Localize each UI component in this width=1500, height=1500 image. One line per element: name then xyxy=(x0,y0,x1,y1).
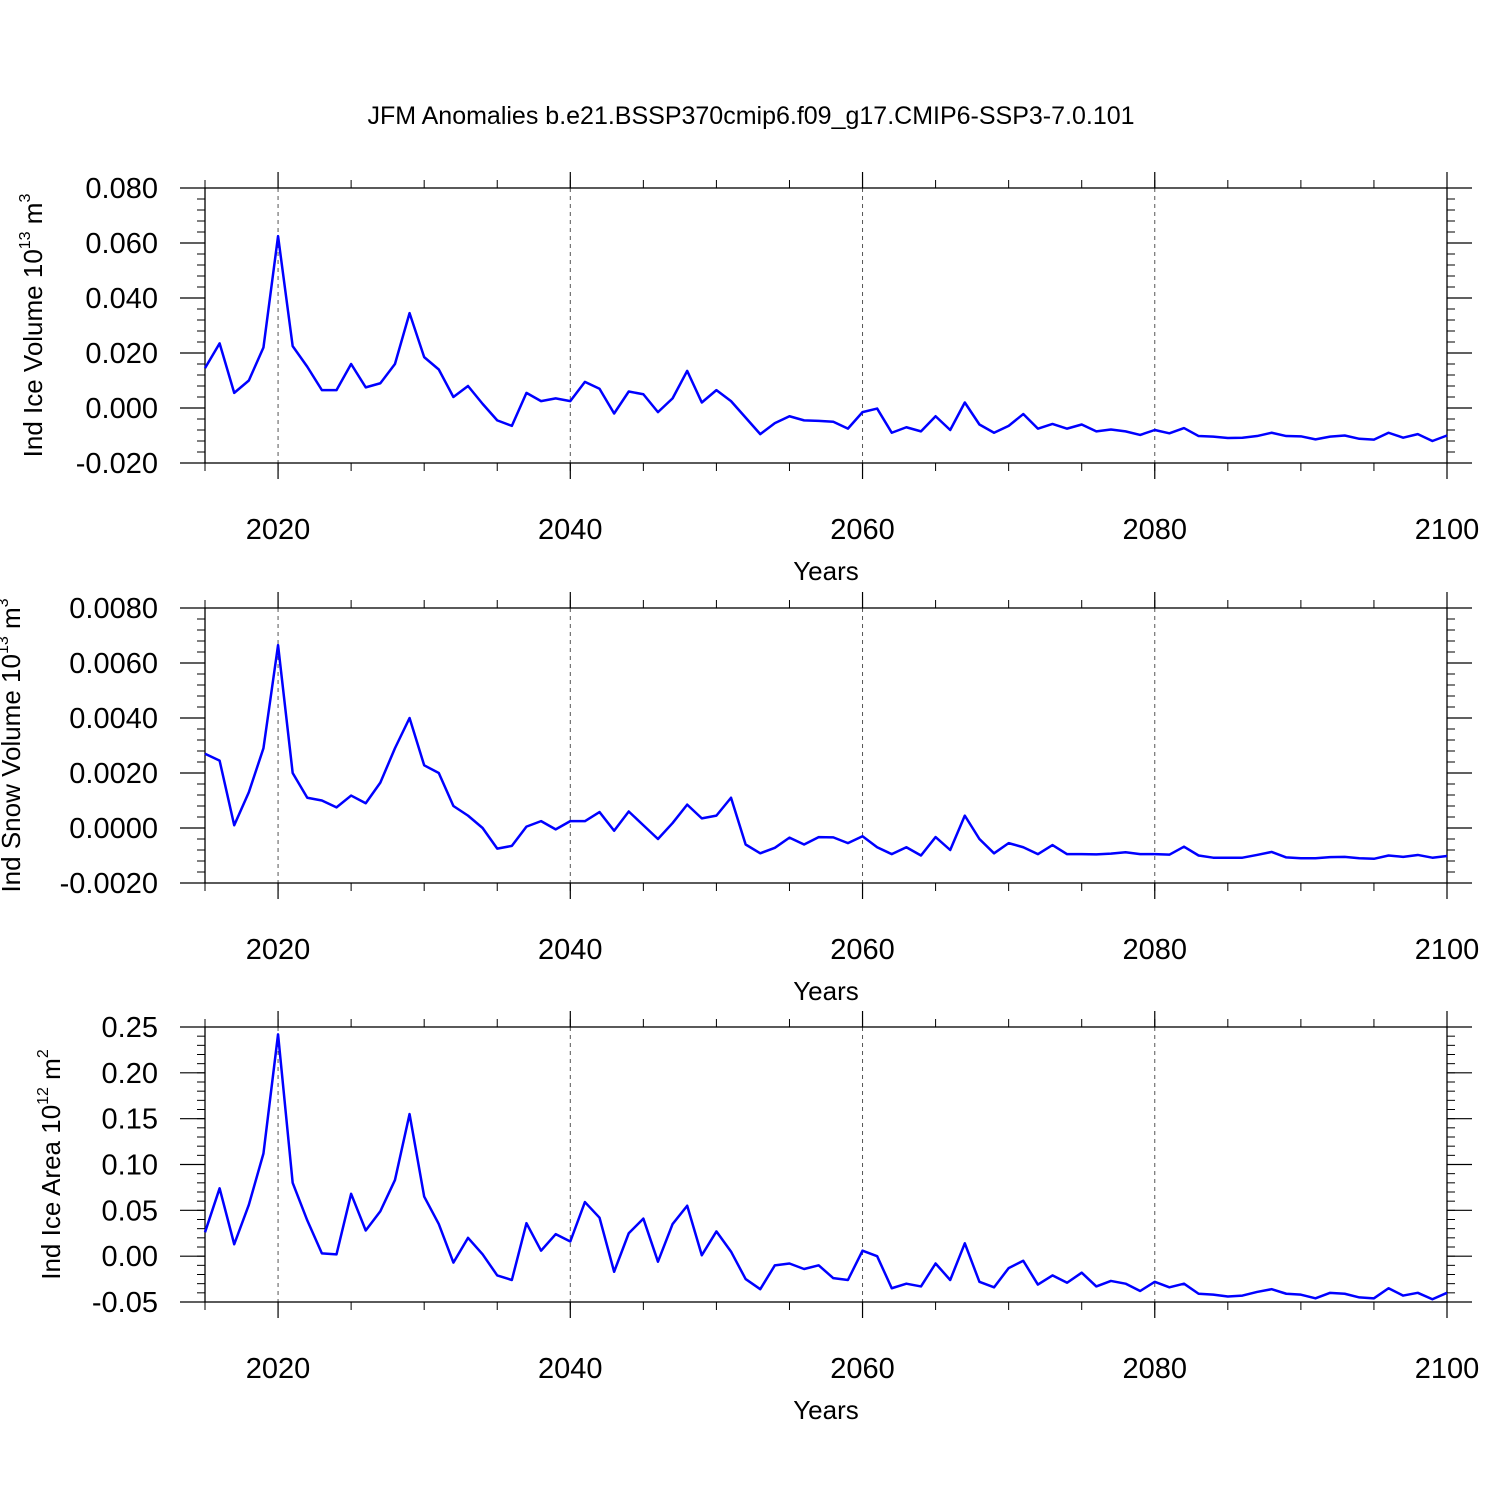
x-axis-label: Years xyxy=(793,1395,859,1425)
x-tick-label: 2080 xyxy=(1123,934,1188,966)
y-tick-label: 0.0080 xyxy=(69,593,158,625)
chart-title: JFM Anomalies b.e21.BSSP370cmip6.f09_g17… xyxy=(367,102,1134,130)
y-tick-label: 0.15 xyxy=(102,1104,158,1136)
x-tick-label: 2100 xyxy=(1415,1353,1480,1385)
y-tick-label: 0.080 xyxy=(85,173,158,205)
x-tick-label: 2080 xyxy=(1123,514,1188,546)
series-line xyxy=(204,643,1448,861)
plot-frame xyxy=(204,1026,1448,1303)
panel-3: -0.05 0.00 0.05 0.10 0.15 0.20 0.25 2020 2040 206… xyxy=(35,1011,1479,1425)
x-tick-label: 2040 xyxy=(538,934,603,966)
y-tick-label: 0.0000 xyxy=(69,813,158,845)
y-axis-label: Ind Ice Area 1012 m2 xyxy=(35,1049,66,1280)
x-tick-label: 2060 xyxy=(830,1353,895,1385)
y-axis-label: Ind Snow Volume 1013 m3 xyxy=(0,598,26,892)
y-tick-label: 0.00 xyxy=(102,1241,158,1273)
plot-frame xyxy=(204,187,1448,464)
x-tick-label: 2060 xyxy=(830,934,895,966)
x-tick-label: 2040 xyxy=(538,1353,603,1385)
y-tick-label: 0.020 xyxy=(85,338,158,370)
x-tick-label: 2020 xyxy=(246,514,311,546)
y-tick-label: -0.0020 xyxy=(60,868,158,900)
x-tick-label: 2100 xyxy=(1415,514,1480,546)
y-tick-label: 0.0040 xyxy=(69,703,158,735)
x-tick-label: 2020 xyxy=(246,934,311,966)
panels: -0.020 0.000 0.020 0.040 0.060 0.080 2020 2040 2… xyxy=(0,172,1479,1425)
y-axis-label: Ind Ice Volume 1013 m3 xyxy=(17,194,48,458)
plot-frame xyxy=(204,607,1448,884)
x-axis-label: Years xyxy=(793,976,859,1006)
y-tick-label: -0.020 xyxy=(76,448,158,480)
y-tick-label: 0.0060 xyxy=(69,648,158,680)
panel-1: -0.020 0.000 0.020 0.040 0.060 0.080 2020 2040 2… xyxy=(17,172,1479,586)
y-tick-label: 0.20 xyxy=(102,1058,158,1090)
y-tick-label: 0.25 xyxy=(102,1012,158,1044)
y-tick-label: 0.10 xyxy=(102,1150,158,1182)
series-line xyxy=(203,1033,1448,1301)
x-tick-label: 2100 xyxy=(1415,934,1480,966)
x-tick-label: 2020 xyxy=(246,1353,311,1385)
x-tick-label: 2060 xyxy=(830,514,895,546)
y-tick-label: 0.000 xyxy=(85,393,158,425)
x-tick-label: 2080 xyxy=(1123,1353,1188,1385)
x-tick-label: 2040 xyxy=(538,514,603,546)
y-tick-label: 0.0020 xyxy=(69,758,158,790)
panel-2: -0.0020 0.0000 0.0020 0.0040 0.0060 0.0080 202… xyxy=(0,592,1479,1006)
y-tick-label: -0.05 xyxy=(92,1287,158,1319)
x-axis-label: Years xyxy=(793,556,859,586)
series-line xyxy=(203,234,1448,443)
y-tick-label: 0.05 xyxy=(102,1195,158,1227)
y-tick-label: 0.040 xyxy=(85,283,158,315)
y-tick-label: 0.060 xyxy=(85,228,158,260)
